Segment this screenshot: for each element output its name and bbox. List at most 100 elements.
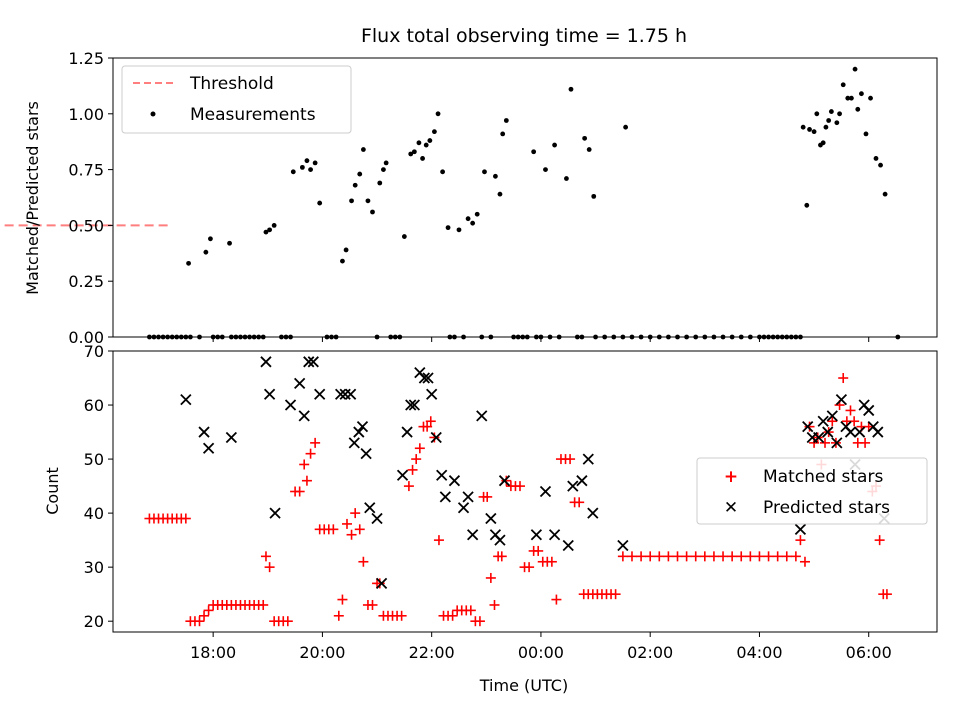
predicted-star-point [269, 507, 281, 519]
predicted-star-stroke [462, 491, 474, 503]
measurement-point [552, 142, 557, 148]
measurement-point [416, 140, 422, 146]
matched-star-point [465, 605, 476, 616]
predicted-star-stroke [822, 426, 834, 438]
predicted-star-stroke [375, 577, 388, 590]
predicted-star-stroke [826, 410, 838, 422]
matched-star-point [422, 421, 433, 432]
measurement-point [837, 111, 842, 117]
matched-star-point [260, 551, 271, 562]
measurement-point [401, 234, 407, 239]
measurement-point [317, 200, 323, 206]
predicted-star-stroke [360, 448, 372, 460]
top-y-axis-label: Matched/Predicted stars [23, 101, 42, 295]
measurement-point [370, 209, 375, 215]
measurement-point [591, 193, 597, 199]
measurement-point [383, 160, 389, 166]
matched-star-point [403, 481, 414, 492]
predicted-star-point [436, 469, 448, 481]
matched-star-point [546, 556, 557, 567]
matched-star-point [341, 518, 352, 529]
predicted-star-stroke [396, 469, 409, 481]
y-tick-label: 1.00 [68, 105, 104, 124]
measurement-point [340, 258, 345, 264]
matched-star-point [367, 599, 378, 610]
predicted-star-stroke [405, 399, 417, 411]
matched-star-point [636, 551, 647, 562]
predicted-star-stroke [198, 426, 210, 438]
predicted-star-stroke [476, 410, 488, 422]
measurement-point [186, 260, 191, 266]
predicted-star-point [180, 393, 192, 406]
matched-star-point [485, 572, 496, 583]
predicted-star-point [198, 426, 210, 438]
predicted-star-stroke [562, 539, 574, 552]
predicted-star-point [260, 356, 272, 368]
predicted-star-stroke [582, 453, 594, 465]
measurement-point [882, 191, 888, 197]
measurement-point [564, 176, 569, 181]
predicted-star-stroke [448, 475, 461, 487]
predicted-star-stroke [831, 437, 843, 449]
x-tick-label: 18:00 [190, 643, 236, 662]
bottom-y-axis-label: Count [43, 467, 62, 515]
matched-star-point [804, 421, 815, 432]
x-tick-label: 06:00 [846, 643, 892, 662]
matched-star-point [337, 594, 348, 605]
predicted-star-point [822, 426, 834, 438]
measurement-point [497, 191, 503, 197]
bottom-panel: 20 30 40 50 60 70 18:00 20:00 22:00 00:00 02:00 04… [43, 342, 938, 695]
predicted-star-stroke [307, 356, 319, 368]
measurement-point [427, 138, 433, 143]
predicted-star-point [831, 437, 843, 449]
measurement-point [357, 171, 363, 177]
y-tick-label: 0.00 [68, 328, 104, 347]
matched-star-point [282, 616, 293, 627]
predicted-star-point [826, 410, 838, 422]
predicted-star-stroke [294, 377, 306, 390]
measurement-point [352, 182, 358, 188]
predicted-star-point [562, 539, 574, 552]
measurement-point [208, 236, 213, 242]
bottom-x-ticks: 18:00 20:00 22:00 00:00 02:00 04:00 06:00 [190, 632, 892, 662]
measurement-point [828, 109, 834, 114]
measurement-point [845, 95, 851, 101]
measurement-point [807, 127, 812, 132]
measurement-point [465, 216, 471, 222]
predicted-star-point [401, 426, 413, 438]
predicted-star-stroke [467, 529, 479, 541]
predicted-star-point [494, 534, 506, 546]
predicted-star-stroke [872, 426, 884, 438]
x-tick-label: 00:00 [518, 643, 564, 662]
predicted-star-point [225, 431, 238, 444]
matched-star-point [354, 524, 365, 535]
matched-star-point [407, 464, 418, 475]
matched-star-point [754, 551, 765, 562]
matched-star-point [672, 551, 683, 562]
matched-star-point [763, 551, 774, 562]
matched-star-point [626, 551, 637, 562]
legend-threshold-label: Threshold [189, 74, 274, 94]
x-tick-label: 20:00 [299, 643, 345, 662]
predicted-star-stroke [371, 512, 383, 525]
legend-measurements-label: Measurements [190, 105, 316, 125]
matched-star-point [429, 432, 440, 443]
bottom-plot-area [144, 356, 892, 627]
predicted-star-stroke [587, 507, 599, 519]
predicted-star-stroke [284, 399, 297, 411]
measurement-point [623, 124, 629, 130]
measurement-point [500, 131, 506, 137]
matched-star-point [350, 508, 361, 519]
matched-star-point [414, 443, 425, 454]
measurement-point [308, 167, 313, 173]
matched-star-point [772, 551, 783, 562]
matched-star-point [699, 551, 710, 562]
legend-predicted-label: Predicted stars [763, 498, 890, 518]
matched-star-point [881, 589, 892, 600]
chart-title: Flux total observing time = 1.75 h [361, 25, 687, 47]
predicted-star-stroke [269, 507, 281, 519]
measurement-point [878, 162, 883, 168]
y-tick-label: 0.25 [68, 272, 104, 291]
predicted-star-point [334, 388, 347, 400]
